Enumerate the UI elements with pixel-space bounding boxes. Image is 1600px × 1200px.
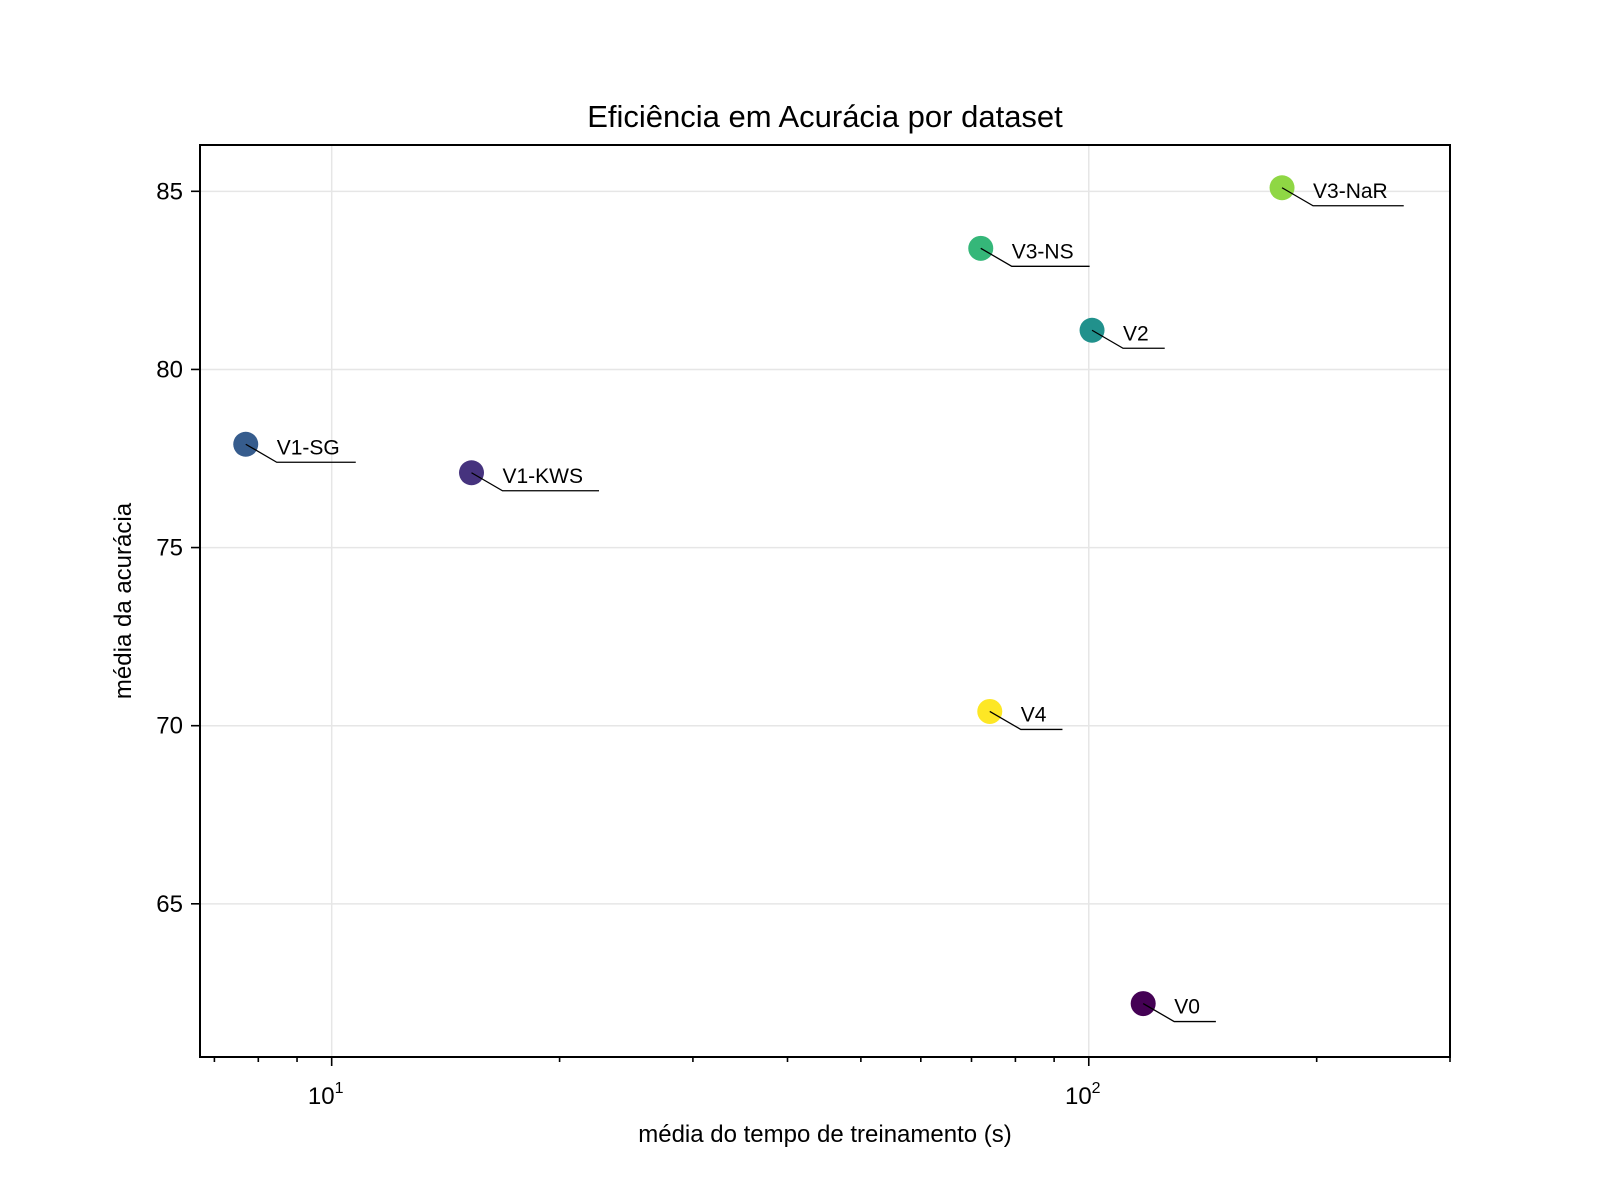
y-axis-label: média da acurácia <box>110 502 137 699</box>
annotation-leader <box>1281 187 1404 207</box>
annotation-leader <box>989 710 1063 731</box>
y-axis-ticks: 65 70 75 80 85 <box>156 178 200 918</box>
y-tick-label: 80 <box>156 356 183 383</box>
annotation-leader <box>980 247 1090 267</box>
data-points: V0 V1-KWS V1-SG V2 V3-NS V3-NaR V4 <box>233 175 1404 1023</box>
x-tick-label: 102 <box>1065 1080 1101 1110</box>
grid-lines <box>200 145 1450 1057</box>
x-axis-ticks: 101 102 <box>213 1057 1451 1110</box>
point-label: V3-NaR <box>1313 180 1388 203</box>
annotation-leader <box>1091 329 1165 349</box>
point-label: V1-SG <box>277 436 340 459</box>
annotation-leader <box>245 443 356 463</box>
y-tick-label: 70 <box>156 713 183 740</box>
point-label: V3-NS <box>1012 240 1074 263</box>
point-label: V2 <box>1123 322 1149 345</box>
annotation-leader <box>1142 1003 1216 1023</box>
y-tick-label: 65 <box>156 891 183 918</box>
x-axis-label: média do tempo de treinamento (s) <box>638 1121 1012 1148</box>
plot-frame <box>199 144 1451 1058</box>
x-tick-label: 101 <box>308 1080 344 1110</box>
point-label: V0 <box>1174 996 1200 1019</box>
y-tick-label: 85 <box>156 178 183 205</box>
point-label: V4 <box>1021 703 1047 726</box>
chart-title: Eficiência em Acurácia por dataset <box>587 99 1063 134</box>
y-tick-label: 75 <box>156 535 183 562</box>
annotation-leader <box>471 472 600 492</box>
point-label: V1-KWS <box>503 465 584 488</box>
